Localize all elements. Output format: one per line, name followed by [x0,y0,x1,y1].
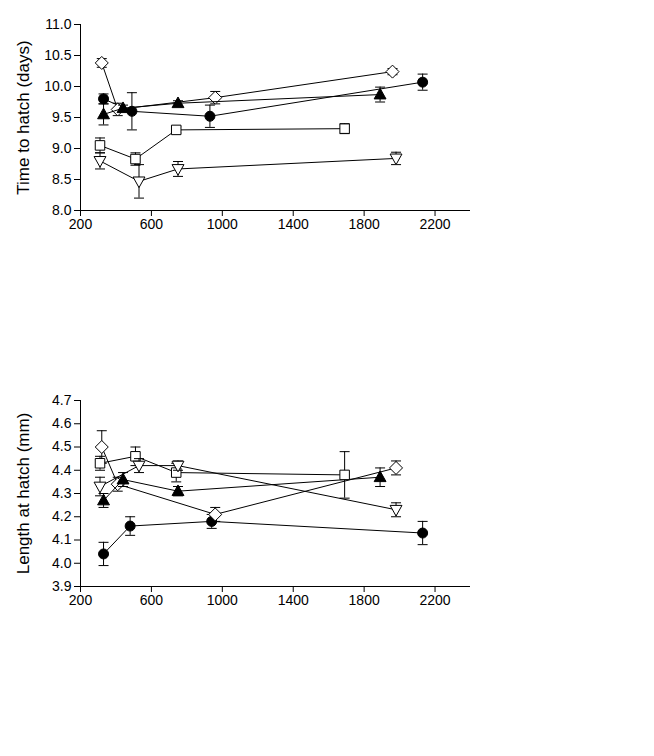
svg-text:4.6: 4.6 [52,415,72,431]
svg-text:200: 200 [69,216,93,232]
svg-text:4.3: 4.3 [52,485,72,501]
svg-text:1400: 1400 [278,592,309,608]
svg-text:4.4: 4.4 [52,462,72,478]
svg-text:1800: 1800 [349,216,380,232]
svg-text:Length at hatch (mm): Length at hatch (mm) [14,413,33,575]
svg-text:1000: 1000 [207,216,238,232]
svg-text:10.0: 10.0 [44,78,71,94]
svg-text:Time to hatch (days): Time to hatch (days) [14,40,33,194]
svg-text:600: 600 [140,216,164,232]
svg-text:4.5: 4.5 [52,438,72,454]
svg-text:4.0: 4.0 [52,555,72,571]
svg-text:11.0: 11.0 [45,16,71,32]
svg-text:1800: 1800 [349,592,380,608]
svg-text:600: 600 [140,592,164,608]
svg-text:4.2: 4.2 [52,508,72,524]
svg-text:8.5: 8.5 [52,171,72,187]
svg-text:3.9: 3.9 [52,578,72,594]
svg-text:4.7: 4.7 [52,392,72,408]
svg-text:4.1: 4.1 [52,531,72,547]
svg-text:200: 200 [69,592,93,608]
svg-text:9.5: 9.5 [52,109,72,125]
svg-text:9.0: 9.0 [52,140,72,156]
svg-text:8.0: 8.0 [52,202,72,218]
svg-text:2200: 2200 [419,216,450,232]
svg-text:2200: 2200 [419,592,450,608]
svg-text:1400: 1400 [278,216,309,232]
svg-text:10.5: 10.5 [44,47,71,63]
svg-text:1000: 1000 [207,592,238,608]
